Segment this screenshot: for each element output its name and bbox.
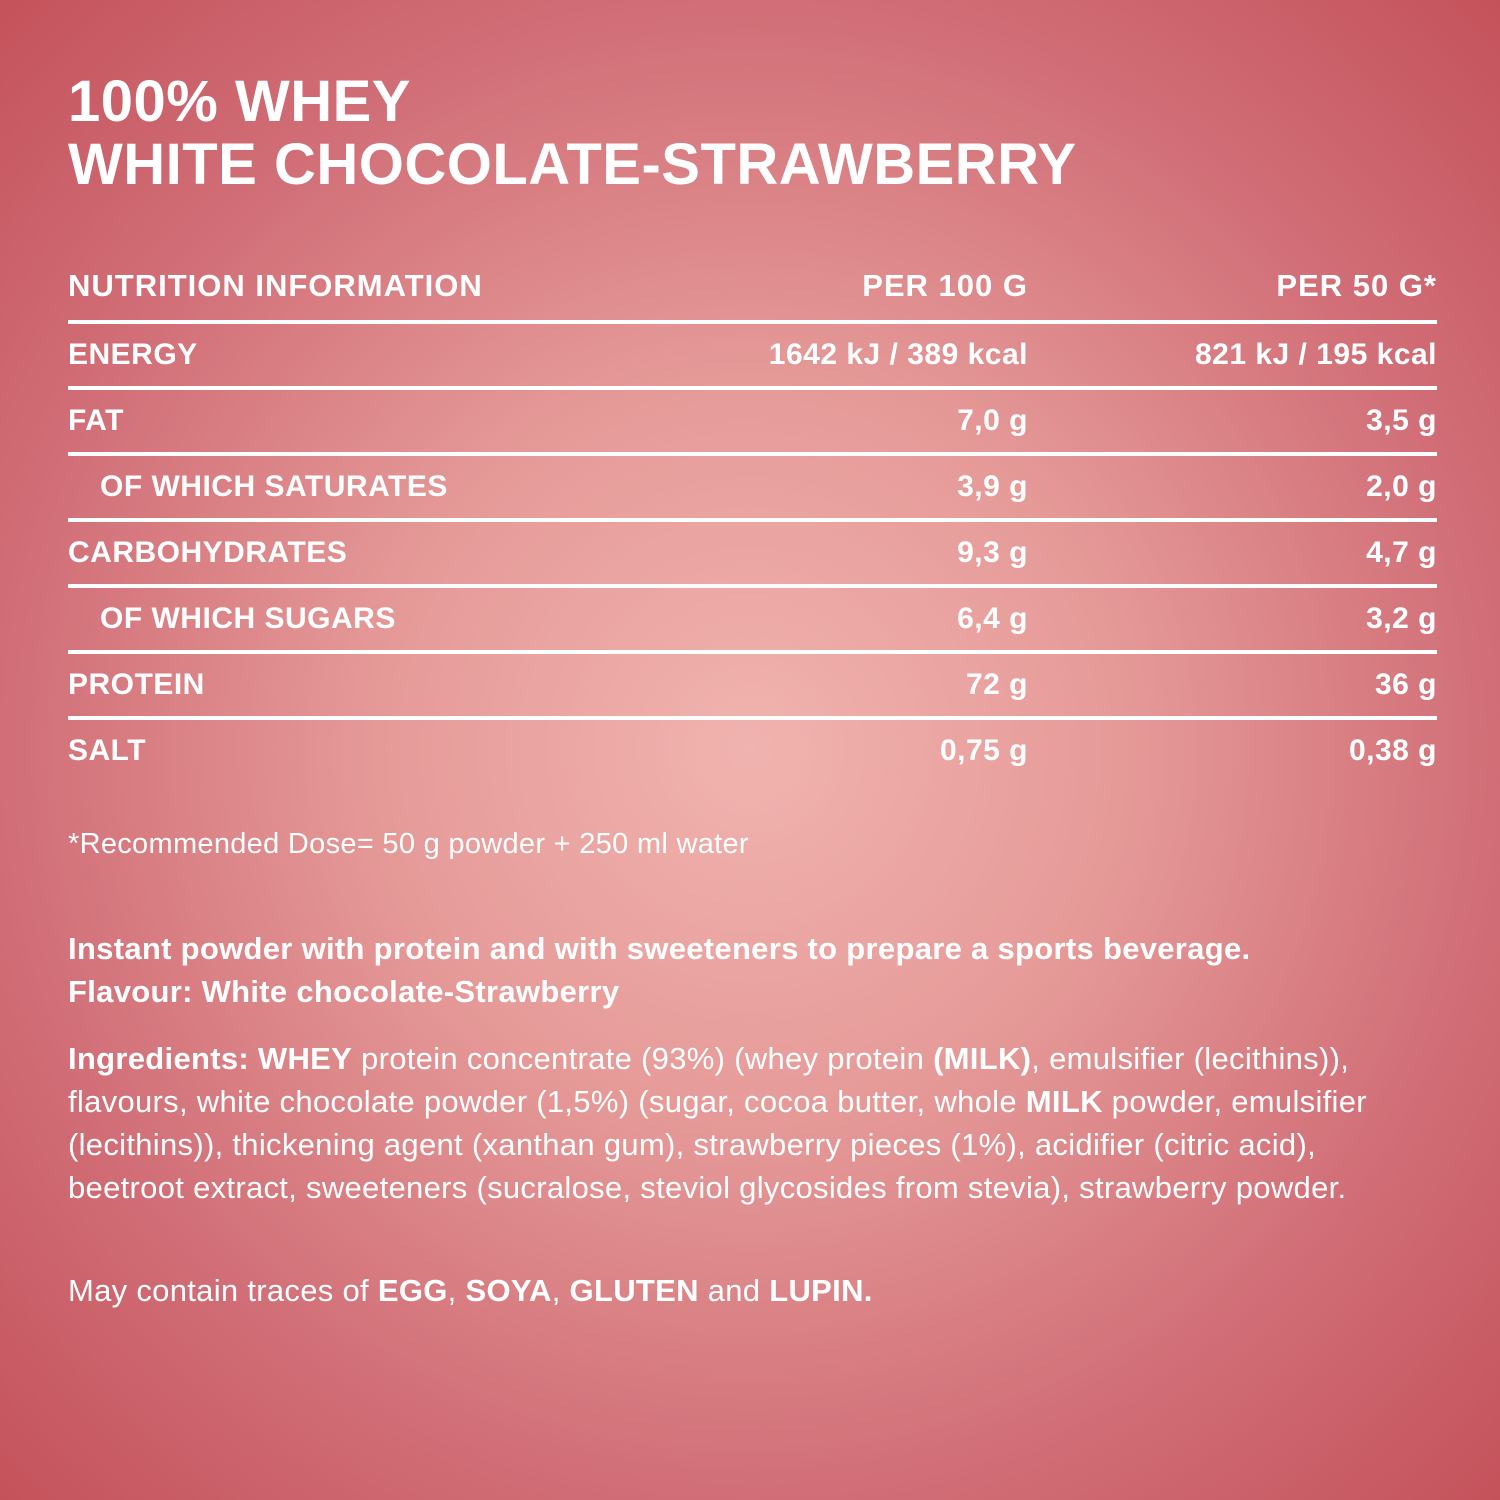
row-value-per-50g: 4,7 g <box>1366 536 1437 569</box>
product-title-line2: WHITE CHOCOLATE-STRAWBERRY <box>68 132 1077 197</box>
row-value-per-100g: 7,0 g <box>957 404 1028 437</box>
description-line2: Flavour: White chocolate-Strawberry <box>68 974 620 1009</box>
nutrition-table-header: NUTRITION INFORMATION PER 100 G PER 50 G… <box>68 268 1437 324</box>
row-value-per-100g: 1642 kJ / 389 kcal <box>768 338 1028 371</box>
row-label: FAT <box>68 404 124 437</box>
header-per-50g: PER 50 G* <box>1276 268 1437 303</box>
row-value-per-100g: 9,3 g <box>957 536 1028 569</box>
row-label: ENERGY <box>68 338 198 371</box>
recommended-dose-footnote: *Recommended Dose= 50 g powder + 250 ml … <box>68 828 749 860</box>
row-label: PROTEIN <box>68 668 205 701</box>
row-value-per-50g: 3,5 g <box>1366 404 1437 437</box>
row-label: CARBOHYDRATES <box>68 536 348 569</box>
table-row-sugars: OF WHICH SUGARS 6,4 g 3,2 g <box>68 588 1437 654</box>
row-value-per-100g: 6,4 g <box>957 602 1028 635</box>
table-row-protein: PROTEIN 72 g 36 g <box>68 654 1437 720</box>
header-nutrition-information: NUTRITION INFORMATION <box>68 268 483 303</box>
nutrition-table: NUTRITION INFORMATION PER 100 G PER 50 G… <box>68 268 1437 782</box>
description-line1: Instant powder with protein and with swe… <box>68 931 1251 966</box>
row-label: OF WHICH SATURATES <box>100 470 448 503</box>
row-value-per-50g: 36 g <box>1374 668 1437 701</box>
table-row-fat: FAT 7,0 g 3,5 g <box>68 390 1437 456</box>
table-row-saturates: OF WHICH SATURATES 3,9 g 2,0 g <box>68 456 1437 522</box>
table-row-salt: SALT 0,75 g 0,38 g <box>68 720 1437 782</box>
row-label: OF WHICH SUGARS <box>100 602 396 635</box>
header-per-100g: PER 100 G <box>862 268 1028 303</box>
row-value-per-100g: 3,9 g <box>957 470 1028 503</box>
row-value-per-50g: 0,38 g <box>1348 734 1437 767</box>
table-row-carbohydrates: CARBOHYDRATES 9,3 g 4,7 g <box>68 522 1437 588</box>
product-description: Instant powder with protein and with swe… <box>68 927 1437 1013</box>
row-label: SALT <box>68 734 147 767</box>
row-value-per-50g: 821 kJ / 195 kcal <box>1194 338 1437 371</box>
product-title: 100% WHEY WHITE CHOCOLATE-STRAWBERRY <box>68 70 1437 196</box>
table-row-energy: ENERGY 1642 kJ / 389 kcal 821 kJ / 195 k… <box>68 324 1437 390</box>
row-value-per-50g: 2,0 g <box>1366 470 1437 503</box>
row-value-per-100g: 72 g <box>965 668 1028 701</box>
product-title-line1: 100% WHEY <box>68 69 411 134</box>
row-value-per-100g: 0,75 g <box>939 734 1028 767</box>
allergens-paragraph: May contain traces of EGG, SOYA, GLUTEN … <box>68 1273 873 1308</box>
ingredients-paragraph: Ingredients: WHEY protein concentrate (9… <box>68 1041 1367 1205</box>
row-value-per-50g: 3,2 g <box>1366 602 1437 635</box>
